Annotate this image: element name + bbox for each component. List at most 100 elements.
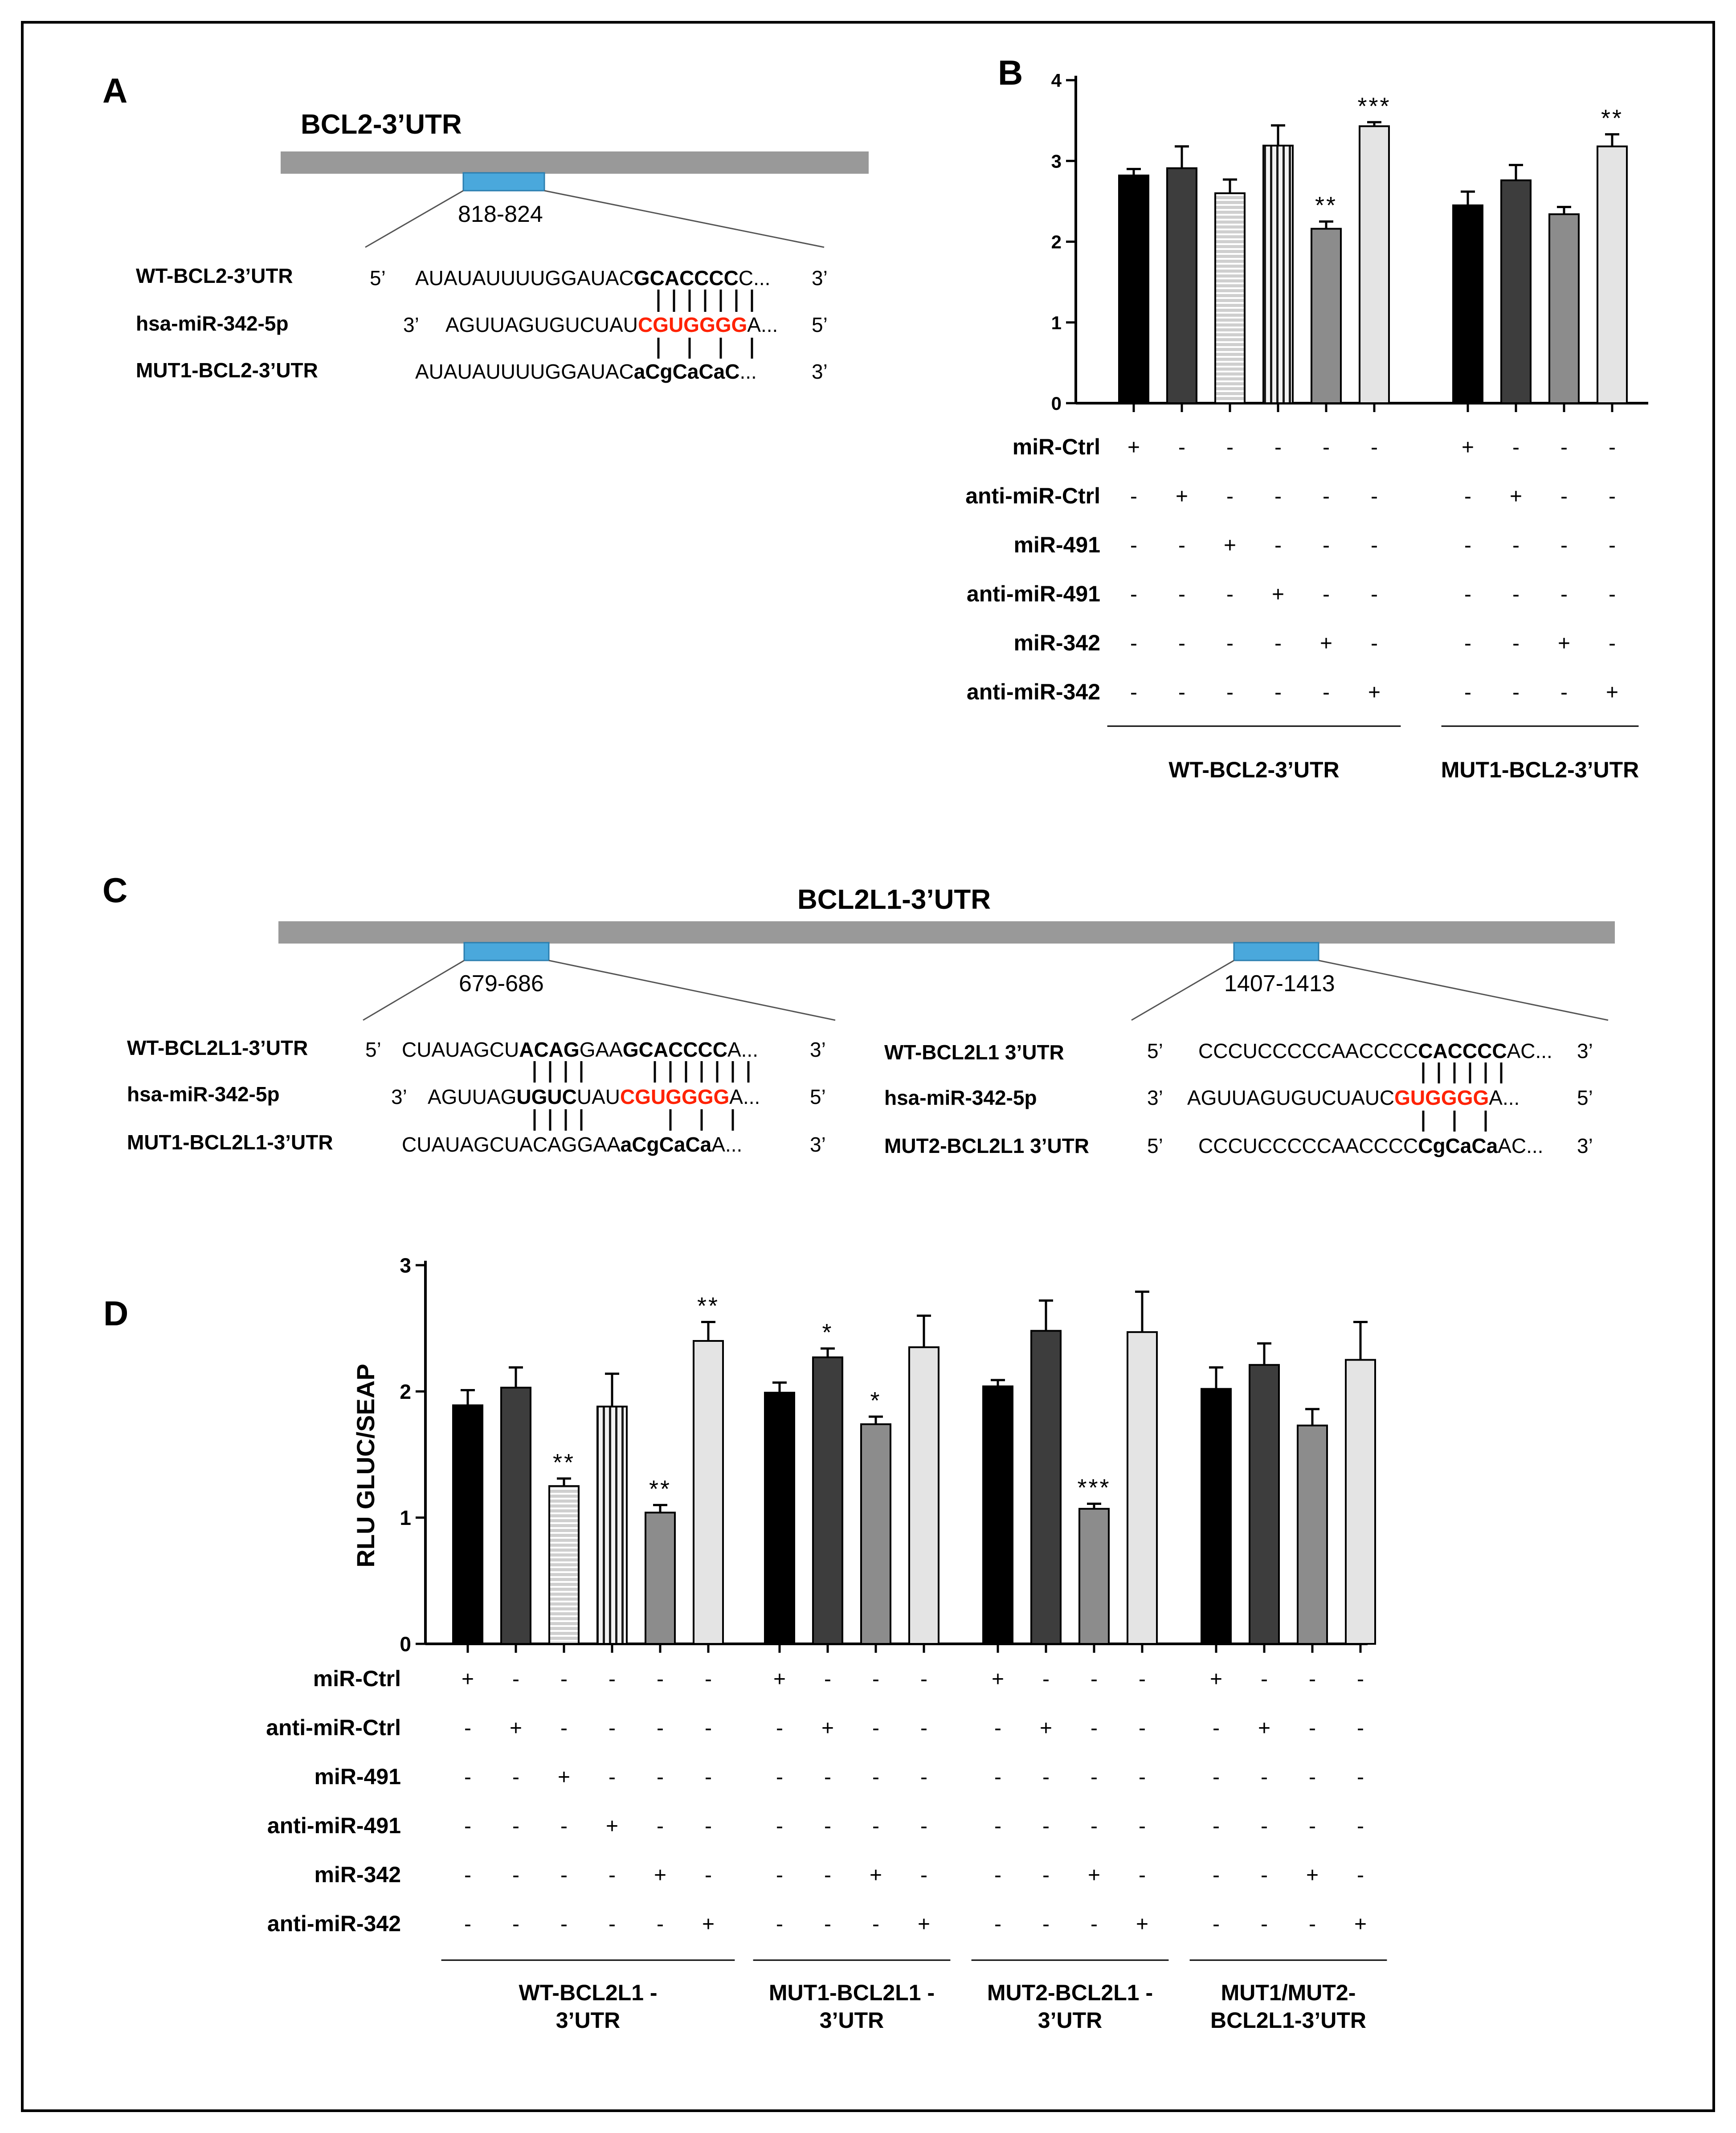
chart-d-matrix-cell: - (512, 1912, 519, 1936)
chart-b-matrix-cell: - (1609, 534, 1616, 557)
chart-b-matrix-cell: - (1178, 632, 1185, 655)
chart-d-group-label: BCL2L1-3’UTR (1210, 2008, 1366, 2033)
chart-d-matrix-cell: - (1309, 1716, 1316, 1740)
c-right-wt-seq: CCCUCCCCCAACCCCCACCCCAC... (1198, 1039, 1552, 1062)
chart-d-bar (500, 1386, 531, 1645)
chart-b-matrix-cell: - (1323, 534, 1330, 557)
chart-d-matrix-cell: - (609, 1912, 616, 1936)
chart-d-significance-label: ** (649, 1475, 671, 1502)
chart-d-matrix-cell: - (512, 1863, 519, 1887)
chart-b-matrix-cell: - (1609, 632, 1616, 655)
chart-b-matrix-cell: - (1274, 436, 1282, 459)
chart-b: 01234*****WT-BCL2-3’UTR**MUT1-BCL2-3’UTR… (965, 70, 1648, 782)
chart-d-group-label: MUT1/MUT2- (1221, 1980, 1356, 2005)
chart-b-matrix-cell: - (1464, 485, 1471, 508)
chart-d-matrix-cell: - (512, 1814, 519, 1838)
chart-b-group-label: MUT1-BCL2-3’UTR (1441, 757, 1639, 782)
c-right-mut-p3: 3’ (1577, 1134, 1593, 1157)
zoom-line-c1-left (363, 960, 465, 1021)
c-left-label-mir: hsa-miR-342-5p (127, 1083, 280, 1106)
a-row-label-mut: MUT1-BCL2-3’UTR (136, 359, 318, 382)
chart-d-matrix-cell: - (994, 1814, 1001, 1838)
chart-d-matrix-cell: - (657, 1765, 664, 1789)
chart-d-matrix-cell: - (1042, 1814, 1050, 1838)
bcl2l1-site1-label: 679-686 (459, 971, 544, 997)
chart-b-treatment-label: anti-miR-342 (967, 679, 1100, 704)
chart-d-matrix-cell: - (512, 1667, 519, 1691)
zoom-line-c1-right (548, 960, 836, 1021)
chart-d-matrix-cell: - (1261, 1863, 1268, 1887)
chart-d-treatment-label: anti-miR-491 (267, 1813, 401, 1838)
chart-b-y-tick-label: 3 (1051, 151, 1062, 172)
chart-d-matrix-cell: - (1309, 1667, 1316, 1691)
chart-d-matrix-cell: + (1210, 1667, 1222, 1691)
chart-b-y-tick-label: 0 (1051, 393, 1062, 414)
chart-d-matrix-cell: + (918, 1912, 930, 1936)
panel-b: B 01234*****WT-BCL2-3’UTR**MUT1-BCL2-3’U… (965, 53, 1648, 782)
a-mir-seq: AGUUAGUGUCUAUCGUGGGGA... (445, 313, 778, 336)
chart-b-bar (1452, 204, 1483, 404)
chart-b-matrix-cell: - (1323, 485, 1330, 508)
chart-b-y-tick-label: 4 (1051, 70, 1062, 91)
chart-d-matrix-cell: - (657, 1912, 664, 1936)
a-row-label-mir: hsa-miR-342-5p (136, 312, 289, 335)
chart-b-matrix-cell: - (1464, 632, 1471, 655)
chart-b-matrix-cell: - (1560, 583, 1568, 606)
chart-d-matrix-cell: - (1357, 1863, 1364, 1887)
chart-b-matrix-cell: - (1371, 632, 1378, 655)
bcl2-utr-bar (281, 151, 869, 174)
chart-d-matrix-cell: + (558, 1765, 570, 1789)
zoom-line-right (544, 190, 825, 248)
chart-d-matrix-cell: - (1213, 1863, 1220, 1887)
panel-c: C BCL2L1-3’UTR 679-686 1407-1413 WT-BCL2… (102, 870, 1615, 1157)
c-right-pairing-marks (1422, 1062, 1503, 1132)
chart-b-matrix-cell: - (1130, 632, 1137, 655)
a-wt-p3: 3’ (812, 266, 828, 290)
chart-b-bar (1262, 144, 1294, 404)
panel-a-letter: A (102, 71, 127, 110)
chart-d-matrix-cell: - (1139, 1814, 1146, 1838)
chart-b-bar (1597, 145, 1628, 404)
chart-d-matrix-cell: - (464, 1765, 471, 1789)
chart-b-significance-label: *** (1357, 93, 1391, 119)
chart-d-matrix-cell: - (464, 1716, 471, 1740)
chart-d-matrix-cell: - (560, 1814, 568, 1838)
c-left-wt-p5: 5’ (365, 1038, 381, 1061)
c-left-wt-p3: 3’ (810, 1038, 826, 1061)
chart-d-matrix-cell: - (920, 1716, 927, 1740)
chart-d-matrix-cell: - (994, 1765, 1001, 1789)
chart-d-matrix-cell: - (1139, 1716, 1146, 1740)
chart-d-matrix-cell: - (1042, 1912, 1050, 1936)
chart-d-bar (1345, 1359, 1376, 1645)
chart-b-matrix-cell: - (1609, 485, 1616, 508)
chart-b-bar (1548, 213, 1580, 404)
chart-d-matrix-cell: - (1139, 1667, 1146, 1691)
chart-b-matrix-cell: - (1512, 632, 1520, 655)
chart-b-bar (1118, 174, 1149, 404)
chart-d-matrix-cell: - (872, 1667, 879, 1691)
chart-d-y-tick-label: 1 (400, 1506, 411, 1529)
chart-d-matrix-cell: - (776, 1863, 783, 1887)
chart-b-matrix-cell: - (1464, 583, 1471, 606)
chart-b-significance-label: ** (1315, 192, 1337, 219)
c-right-mut-seq: CCCUCCCCCAACCCCCgCaCaAC... (1198, 1134, 1543, 1157)
chart-d-matrix-cell: - (872, 1814, 879, 1838)
chart-b-treatment-label: anti-miR-Ctrl (965, 483, 1100, 508)
chart-d-matrix-cell: - (920, 1814, 927, 1838)
chart-b-matrix-cell: + (1368, 681, 1381, 704)
a-mir-p5: 5’ (812, 313, 828, 336)
chart-d-matrix-cell: + (1088, 1863, 1100, 1887)
chart-d-matrix-cell: - (824, 1667, 831, 1691)
c-right-label-wt: WT-BCL2L1 3’UTR (884, 1041, 1064, 1064)
chart-d-matrix-cell: - (560, 1716, 568, 1740)
a-wt-seq: AUAUAUUUUGGAUACGCACCCCC... (415, 266, 770, 290)
chart-d-matrix-cell: - (776, 1716, 783, 1740)
chart-b-matrix-cell: + (1606, 681, 1618, 704)
chart-b-matrix-cell: - (1371, 436, 1378, 459)
chart-d-matrix-cell: - (920, 1863, 927, 1887)
chart-d-bar (764, 1392, 795, 1645)
chart-d-matrix-cell: - (1091, 1716, 1098, 1740)
c-right-mut-p5: 5’ (1147, 1134, 1163, 1157)
chart-d-matrix-cell: - (824, 1814, 831, 1838)
